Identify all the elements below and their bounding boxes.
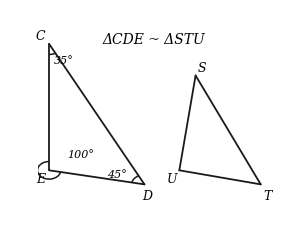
Text: T: T	[263, 189, 272, 202]
Text: D: D	[142, 189, 152, 202]
Text: 45°: 45°	[106, 169, 127, 179]
Text: C: C	[36, 30, 46, 43]
Text: 35°: 35°	[54, 56, 74, 66]
Text: E: E	[37, 172, 46, 185]
Text: ΔCDE ~ ΔSTU: ΔCDE ~ ΔSTU	[102, 32, 205, 47]
Text: 100°: 100°	[67, 150, 94, 159]
Text: U: U	[167, 172, 177, 185]
Text: S: S	[198, 62, 207, 74]
